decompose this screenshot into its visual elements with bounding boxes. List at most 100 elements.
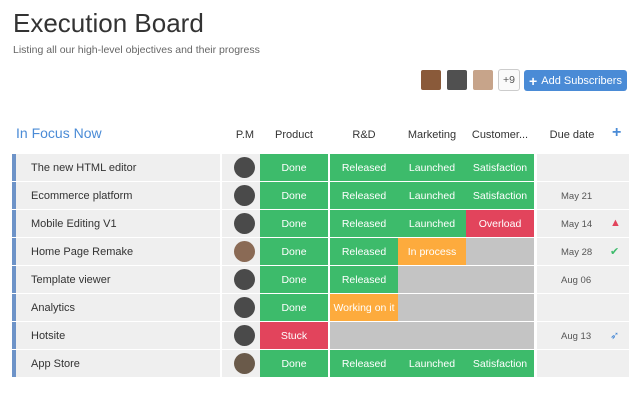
due-date-cell[interactable]: Aug 06 [537, 266, 629, 293]
subscriber-avatar[interactable] [446, 69, 468, 91]
table-row[interactable]: The new HTML editor Done Released Launched S… [12, 154, 632, 181]
subscriber-avatar[interactable] [420, 69, 442, 91]
pm-avatar[interactable] [234, 185, 255, 206]
status-cell-customer[interactable]: Satisfaction [466, 350, 534, 377]
table-row[interactable]: Ecommerce platform Done Released Launched Sa… [12, 182, 632, 209]
status-cell-rnd[interactable]: Released [330, 154, 398, 181]
status-cell-marketing[interactable] [398, 294, 466, 321]
status-cell-rnd[interactable]: Released [330, 238, 398, 265]
status-cell-product[interactable]: Done [260, 210, 328, 237]
column-header-rnd[interactable]: R&D [352, 129, 376, 141]
row-color-bar [12, 182, 16, 209]
due-date: May 14 [561, 219, 593, 230]
status-cell-customer[interactable]: Satisfaction [466, 154, 534, 181]
status-cell-marketing[interactable]: Launched [398, 210, 466, 237]
column-header-customer[interactable]: Customer... [471, 129, 529, 141]
status-cell-rnd[interactable] [330, 322, 398, 349]
item-name-cell[interactable]: Hotsite [16, 322, 220, 349]
status-cell-customer[interactable] [466, 238, 534, 265]
due-date-cell[interactable]: Aug 13 ➶ [537, 322, 629, 349]
status-cell-product[interactable]: Done [260, 238, 328, 265]
column-header-marketing[interactable]: Marketing [407, 129, 457, 141]
row-color-bar [12, 210, 16, 237]
plus-icon: + [529, 72, 538, 89]
due-date: May 21 [561, 191, 593, 202]
column-header-pm[interactable]: P.M [235, 129, 255, 141]
status-cell-customer[interactable] [466, 322, 534, 349]
status-cell-customer[interactable]: Overload [466, 210, 534, 237]
row-color-bar [12, 350, 16, 377]
status-cell-product[interactable]: Done [260, 182, 328, 209]
item-name: The new HTML editor [31, 162, 137, 174]
status-cell-rnd[interactable]: Released [330, 210, 398, 237]
table-row[interactable]: Home Page Remake Done Released In process Ma… [12, 238, 632, 265]
pm-avatar[interactable] [234, 297, 255, 318]
table-row[interactable]: Mobile Editing V1 Done Released Launched Ove… [12, 210, 632, 237]
status-cell-rnd[interactable]: Released [330, 266, 398, 293]
status-cell-marketing[interactable]: In process [398, 238, 466, 265]
due-date-cell[interactable]: May 28 ✔ [537, 238, 629, 265]
item-name: Analytics [31, 302, 76, 314]
group-header: In Focus Now P.M Product R&D Marketing C… [0, 124, 640, 146]
pm-avatar[interactable] [234, 213, 255, 234]
pm-avatar[interactable] [234, 325, 255, 346]
page-subtitle: Listing all our high-level objectives an… [13, 44, 260, 56]
add-subscribers-button[interactable]: + Add Subscribers [524, 70, 627, 91]
status-cell-marketing[interactable]: Launched [398, 350, 466, 377]
column-header-product[interactable]: Product [275, 129, 313, 141]
due-date-cell[interactable]: May 21 [537, 182, 629, 209]
column-header-due-date[interactable]: Due date [549, 129, 595, 141]
row-color-bar [12, 322, 16, 349]
status-cell-marketing[interactable] [398, 266, 466, 293]
table-row[interactable]: Template viewer Done Released Aug 06 [12, 266, 632, 293]
item-name: Ecommerce platform [31, 190, 133, 202]
due-date-cell[interactable] [537, 350, 629, 377]
due-date: May 28 [561, 247, 593, 258]
item-name-cell[interactable]: Template viewer [16, 266, 220, 293]
rocket-icon: ➶ [610, 330, 620, 342]
status-cell-marketing[interactable] [398, 322, 466, 349]
status-cell-product[interactable]: Stuck [260, 322, 328, 349]
status-cell-product[interactable]: Done [260, 350, 328, 377]
due-date-cell[interactable]: May 14 ▲ [537, 210, 629, 237]
due-date-cell[interactable] [537, 154, 629, 181]
item-name-cell[interactable]: Analytics [16, 294, 220, 321]
item-name-cell[interactable]: Mobile Editing V1 [16, 210, 220, 237]
table-row[interactable]: Hotsite Stuck Aug 13 ➶ [12, 322, 632, 349]
table-row[interactable]: Analytics Done Working on it [12, 294, 632, 321]
item-name: Home Page Remake [31, 246, 134, 258]
status-cell-rnd[interactable]: Released [330, 182, 398, 209]
pm-avatar[interactable] [234, 269, 255, 290]
status-cell-rnd[interactable]: Working on it [330, 294, 398, 321]
item-name: Template viewer [31, 274, 111, 286]
status-cell-customer[interactable] [466, 294, 534, 321]
group-title[interactable]: In Focus Now [16, 125, 102, 141]
item-name-cell[interactable]: Ecommerce platform [16, 182, 220, 209]
status-cell-rnd[interactable]: Released [330, 350, 398, 377]
status-cell-product[interactable]: Done [260, 266, 328, 293]
more-subscribers-count[interactable]: +9 [498, 69, 520, 91]
warning-icon: ▲ [610, 217, 621, 229]
status-cell-product[interactable]: Done [260, 154, 328, 181]
item-name: Hotsite [31, 330, 66, 342]
subscriber-avatars[interactable]: +9 [420, 69, 520, 91]
row-color-bar [12, 238, 16, 265]
status-cell-marketing[interactable]: Launched [398, 154, 466, 181]
due-date-cell[interactable] [537, 294, 629, 321]
item-name-cell[interactable]: App Store [16, 350, 220, 377]
check-icon: ✔ [610, 246, 620, 258]
item-name: App Store [31, 358, 80, 370]
status-cell-customer[interactable] [466, 266, 534, 293]
status-cell-marketing[interactable]: Launched [398, 182, 466, 209]
pm-avatar[interactable] [234, 241, 255, 262]
pm-avatar[interactable] [234, 157, 255, 178]
item-name-cell[interactable]: Home Page Remake [16, 238, 220, 265]
status-cell-product[interactable]: Done [260, 294, 328, 321]
add-column-icon[interactable]: + [612, 124, 622, 141]
subscriber-avatar[interactable] [472, 69, 494, 91]
table-row[interactable]: App Store Done Released Launched Satisfactio… [12, 350, 632, 377]
pm-avatar[interactable] [234, 353, 255, 374]
item-name-cell[interactable]: The new HTML editor [16, 154, 220, 181]
item-name: Mobile Editing V1 [31, 218, 117, 230]
status-cell-customer[interactable]: Satisfaction [466, 182, 534, 209]
